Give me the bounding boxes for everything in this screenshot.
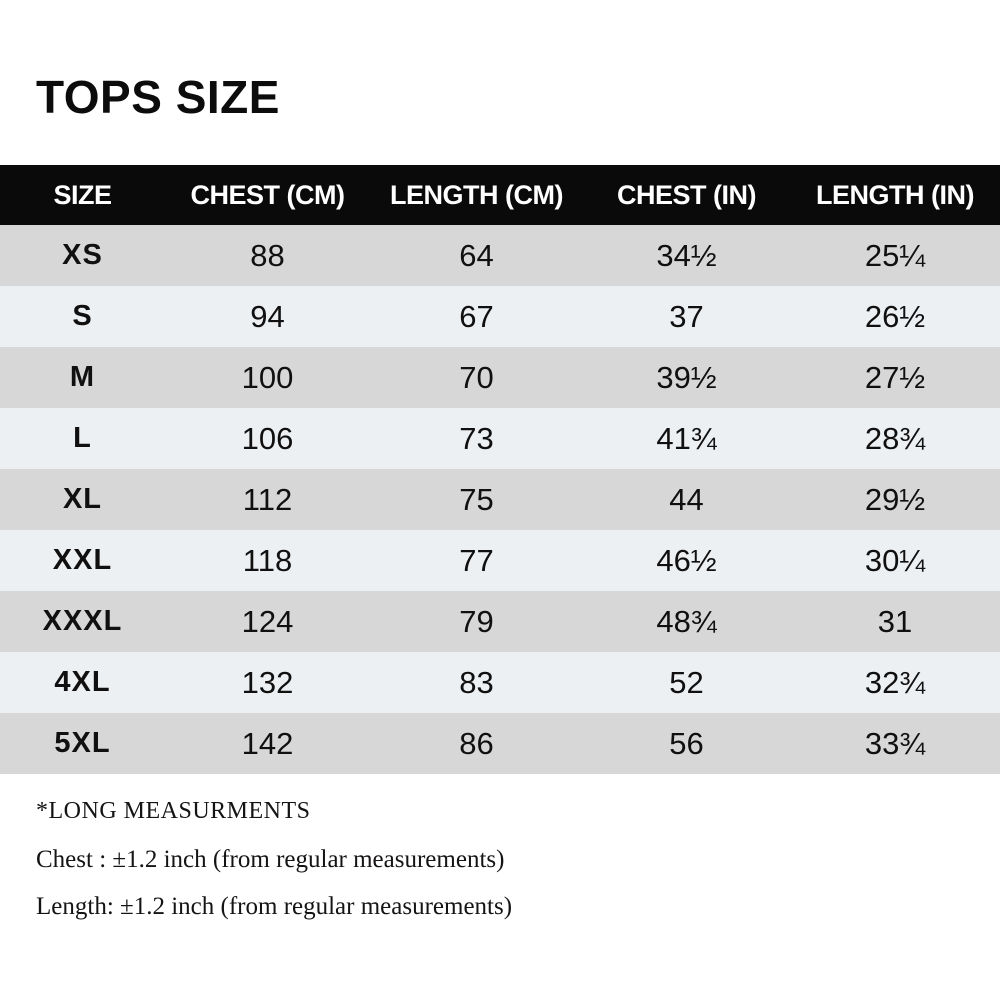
value-cell: 31 [790,591,1000,652]
size-cell: S [0,286,165,347]
table-row: XXL 118 77 46½ 30¼ [0,530,1000,591]
value-cell: 39½ [583,347,790,408]
value-cell: 73 [370,408,583,469]
size-cell: L [0,408,165,469]
value-cell: 100 [165,347,370,408]
value-cell: 83 [370,652,583,713]
page-title: TOPS SIZE [36,71,280,123]
value-cell: 94 [165,286,370,347]
size-cell: M [0,347,165,408]
size-cell: XL [0,469,165,530]
value-cell: 27½ [790,347,1000,408]
value-cell: 142 [165,713,370,774]
table-row: 4XL 132 83 52 32¾ [0,652,1000,713]
value-cell: 118 [165,530,370,591]
table-row: M 100 70 39½ 27½ [0,347,1000,408]
value-cell: 106 [165,408,370,469]
value-cell: 64 [370,225,583,286]
value-cell: 30¼ [790,530,1000,591]
note-chest-tolerance: Chest : ±1.2 inch (from regular measurem… [36,846,505,873]
note-length-tolerance: Length: ±1.2 inch (from regular measurem… [36,893,513,920]
table-body: XS 88 64 34½ 25¼ S 94 67 37 26½ M 100 70 39½ 27½ L 106 73… [0,225,1000,774]
size-cell: XXL [0,530,165,591]
table-row: S 94 67 37 26½ [0,286,1000,347]
value-cell: 33¾ [790,713,1000,774]
column-header-chest-in: CHEST (IN) [583,165,790,225]
column-header-chest-cm: CHEST (CM) [165,165,370,225]
size-cell: 4XL [0,652,165,713]
footnotes: *LONG MEASURMENTS Chest : ±1.2 inch (fro… [36,798,1000,921]
value-cell: 41¾ [583,408,790,469]
value-cell: 26½ [790,286,1000,347]
value-cell: 88 [165,225,370,286]
value-cell: 67 [370,286,583,347]
column-header-length-in: LENGTH (IN) [790,165,1000,225]
table-row: XL 112 75 44 29½ [0,469,1000,530]
value-cell: 37 [583,286,790,347]
table-row: XXXL 124 79 48¾ 31 [0,591,1000,652]
value-cell: 112 [165,469,370,530]
value-cell: 79 [370,591,583,652]
size-cell: XXXL [0,591,165,652]
value-cell: 32¾ [790,652,1000,713]
value-cell: 132 [165,652,370,713]
note-long-measurements: *LONG MEASURMENTS [36,798,311,824]
column-header-length-cm: LENGTH (CM) [370,165,583,225]
value-cell: 77 [370,530,583,591]
value-cell: 44 [583,469,790,530]
value-cell: 29½ [790,469,1000,530]
value-cell: 86 [370,713,583,774]
value-cell: 70 [370,347,583,408]
value-cell: 124 [165,591,370,652]
size-cell: XS [0,225,165,286]
value-cell: 56 [583,713,790,774]
value-cell: 48¾ [583,591,790,652]
value-cell: 75 [370,469,583,530]
column-header-size: SIZE [0,165,165,225]
value-cell: 28¾ [790,408,1000,469]
table-row: XS 88 64 34½ 25¼ [0,225,1000,286]
size-chart-table: SIZE CHEST (CM) LENGTH (CM) CHEST (IN) L… [0,165,1000,774]
value-cell: 46½ [583,530,790,591]
value-cell: 25¼ [790,225,1000,286]
value-cell: 52 [583,652,790,713]
table-row: L 106 73 41¾ 28¾ [0,408,1000,469]
value-cell: 34½ [583,225,790,286]
table-row: 5XL 142 86 56 33¾ [0,713,1000,774]
size-cell: 5XL [0,713,165,774]
table-header-row: SIZE CHEST (CM) LENGTH (CM) CHEST (IN) L… [0,165,1000,225]
